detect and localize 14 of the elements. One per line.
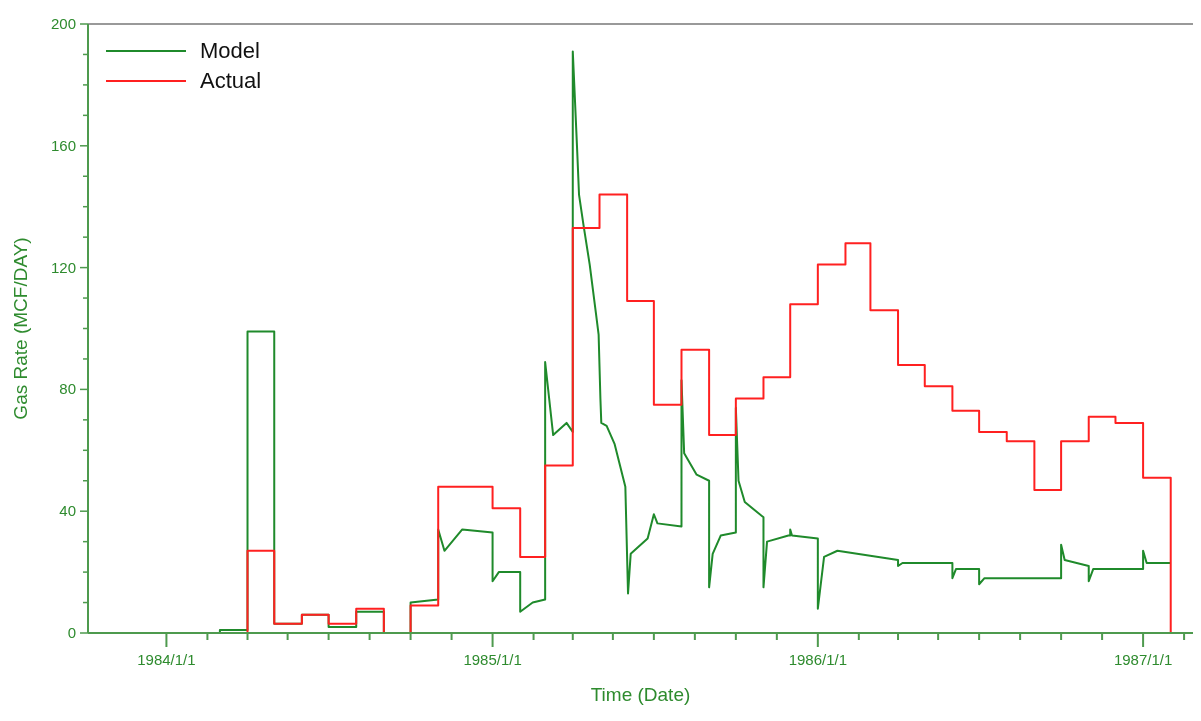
x-tick-label: 1984/1/1 [137, 651, 196, 668]
y-tick-label: 200 [50, 15, 76, 32]
x-tick-label: 1986/1/1 [788, 651, 848, 668]
y-tick-label: 160 [50, 136, 76, 154]
legend-label: Actual [200, 68, 262, 94]
y-tick-label: 120 [50, 258, 76, 276]
y-tick-label: 80 [59, 380, 76, 398]
y-tick-label: 0 [67, 624, 76, 641]
x-tick-label: 1985/1/1 [463, 651, 522, 668]
y-tick-label: 40 [59, 502, 76, 520]
legend-label: Model [200, 38, 260, 64]
x-tick-label: 1987/1/1 [1113, 651, 1173, 668]
x-axis-title: Time (Date) [590, 684, 691, 705]
y-axis-title: Gas Rate (MCF/DAY) [9, 237, 31, 420]
